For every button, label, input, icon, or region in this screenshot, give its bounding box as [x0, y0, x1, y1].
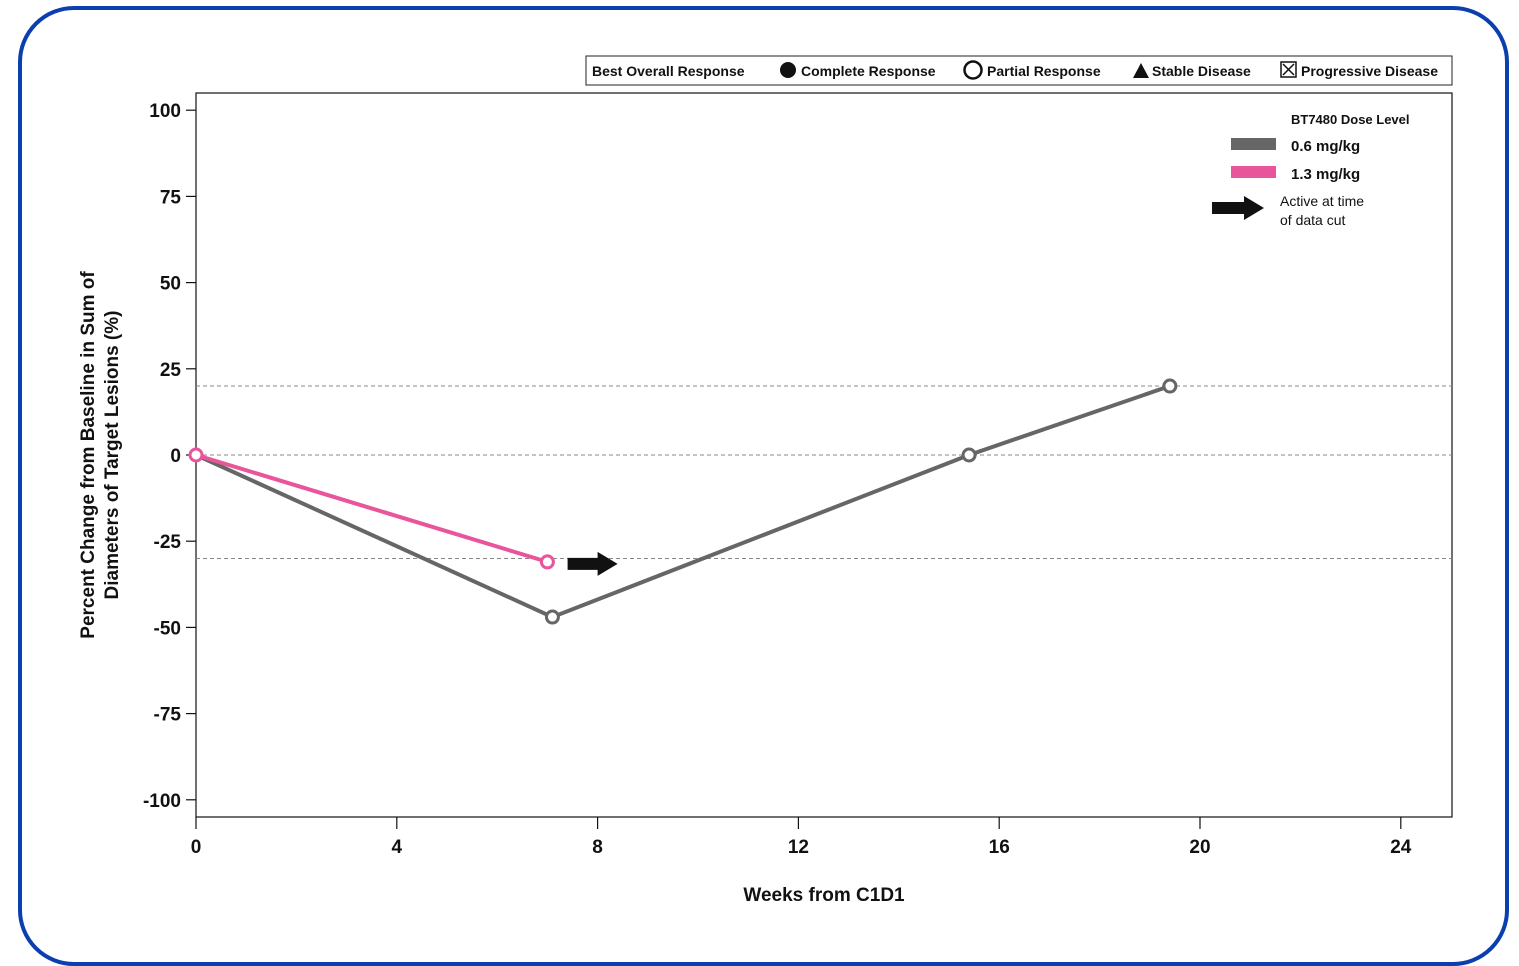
dose-label-0-6: 0.6 mg/kg: [1291, 138, 1360, 155]
legend-arrow-icon: [1212, 196, 1264, 220]
stable-disease-label: Stable Disease: [1152, 63, 1251, 79]
y-tick-label: 100: [149, 101, 181, 122]
x-tick-label: 0: [191, 837, 202, 858]
dose-legend-title: BT7480 Dose Level: [1291, 112, 1410, 127]
series-line: [195, 384, 1171, 620]
stable-disease-marker: [1133, 63, 1149, 78]
arrow-note-line-1: Active at time: [1280, 193, 1364, 209]
response-legend-title: Best Overall Response: [592, 63, 745, 79]
x-tick-label: 8: [592, 837, 603, 858]
data-point: [188, 447, 204, 463]
y-axis-title-line-2: Diameters of Target Lesions (%): [102, 311, 123, 600]
y-axis: 100 75 50 25 0 -25 -50 -75 -100: [143, 101, 196, 812]
response-legend: Best Overall Response Complete Response …: [585, 55, 1453, 86]
y-axis-title-line-1: Percent Change from Baseline in Sum of: [78, 271, 99, 639]
dose-swatch-1-3: [1231, 166, 1276, 178]
dose-swatch-0-6: [1231, 138, 1276, 150]
y-tick-label: 75: [160, 187, 182, 208]
response-chart: Best Overall Response Complete Response …: [78, 55, 1453, 906]
x-tick-label: 20: [1189, 837, 1210, 858]
y-tick-label: -50: [154, 618, 181, 639]
data-point: [961, 447, 977, 463]
x-tick-label: 16: [989, 837, 1010, 858]
x-tick-label: 12: [788, 837, 809, 858]
arrow-note-line-2: of data cut: [1280, 212, 1345, 228]
active-arrow-icon: [567, 551, 618, 576]
series-line: [195, 453, 548, 564]
data-point: [539, 554, 555, 570]
progressive-disease-marker: [1280, 61, 1297, 78]
y-tick-label: -75: [154, 705, 182, 726]
y-tick-label: 50: [160, 274, 181, 295]
y-axis-title: Percent Change from Baseline in Sum of D…: [78, 271, 123, 639]
x-axis-title: Weeks from C1D1: [743, 885, 905, 906]
partial-response-marker: [963, 60, 983, 80]
response-legend-box: [585, 55, 1453, 86]
y-tick-label: -100: [143, 791, 181, 812]
x-tick-label: 4: [392, 837, 403, 858]
series-layer: [188, 378, 1178, 625]
x-tick-label: 24: [1390, 837, 1412, 858]
reference-lines: [196, 385, 1452, 559]
partial-response-label: Partial Response: [987, 63, 1101, 79]
y-tick-label: -25: [154, 532, 182, 553]
active-arrows: [567, 551, 618, 576]
dose-label-1-3: 1.3 mg/kg: [1291, 166, 1360, 183]
progressive-disease-label: Progressive Disease: [1301, 63, 1438, 79]
complete-response-label: Complete Response: [801, 63, 936, 79]
data-point: [544, 609, 560, 625]
dose-level-legend: BT7480 Dose Level 0.6 mg/kg 1.3 mg/kg Ac…: [1212, 112, 1410, 228]
complete-response-marker: [780, 62, 796, 78]
y-tick-label: 25: [160, 360, 182, 381]
y-tick-label: 0: [170, 446, 181, 467]
data-point: [1162, 378, 1178, 394]
x-axis: 0 4 8 12 16 20 24: [191, 817, 1412, 858]
